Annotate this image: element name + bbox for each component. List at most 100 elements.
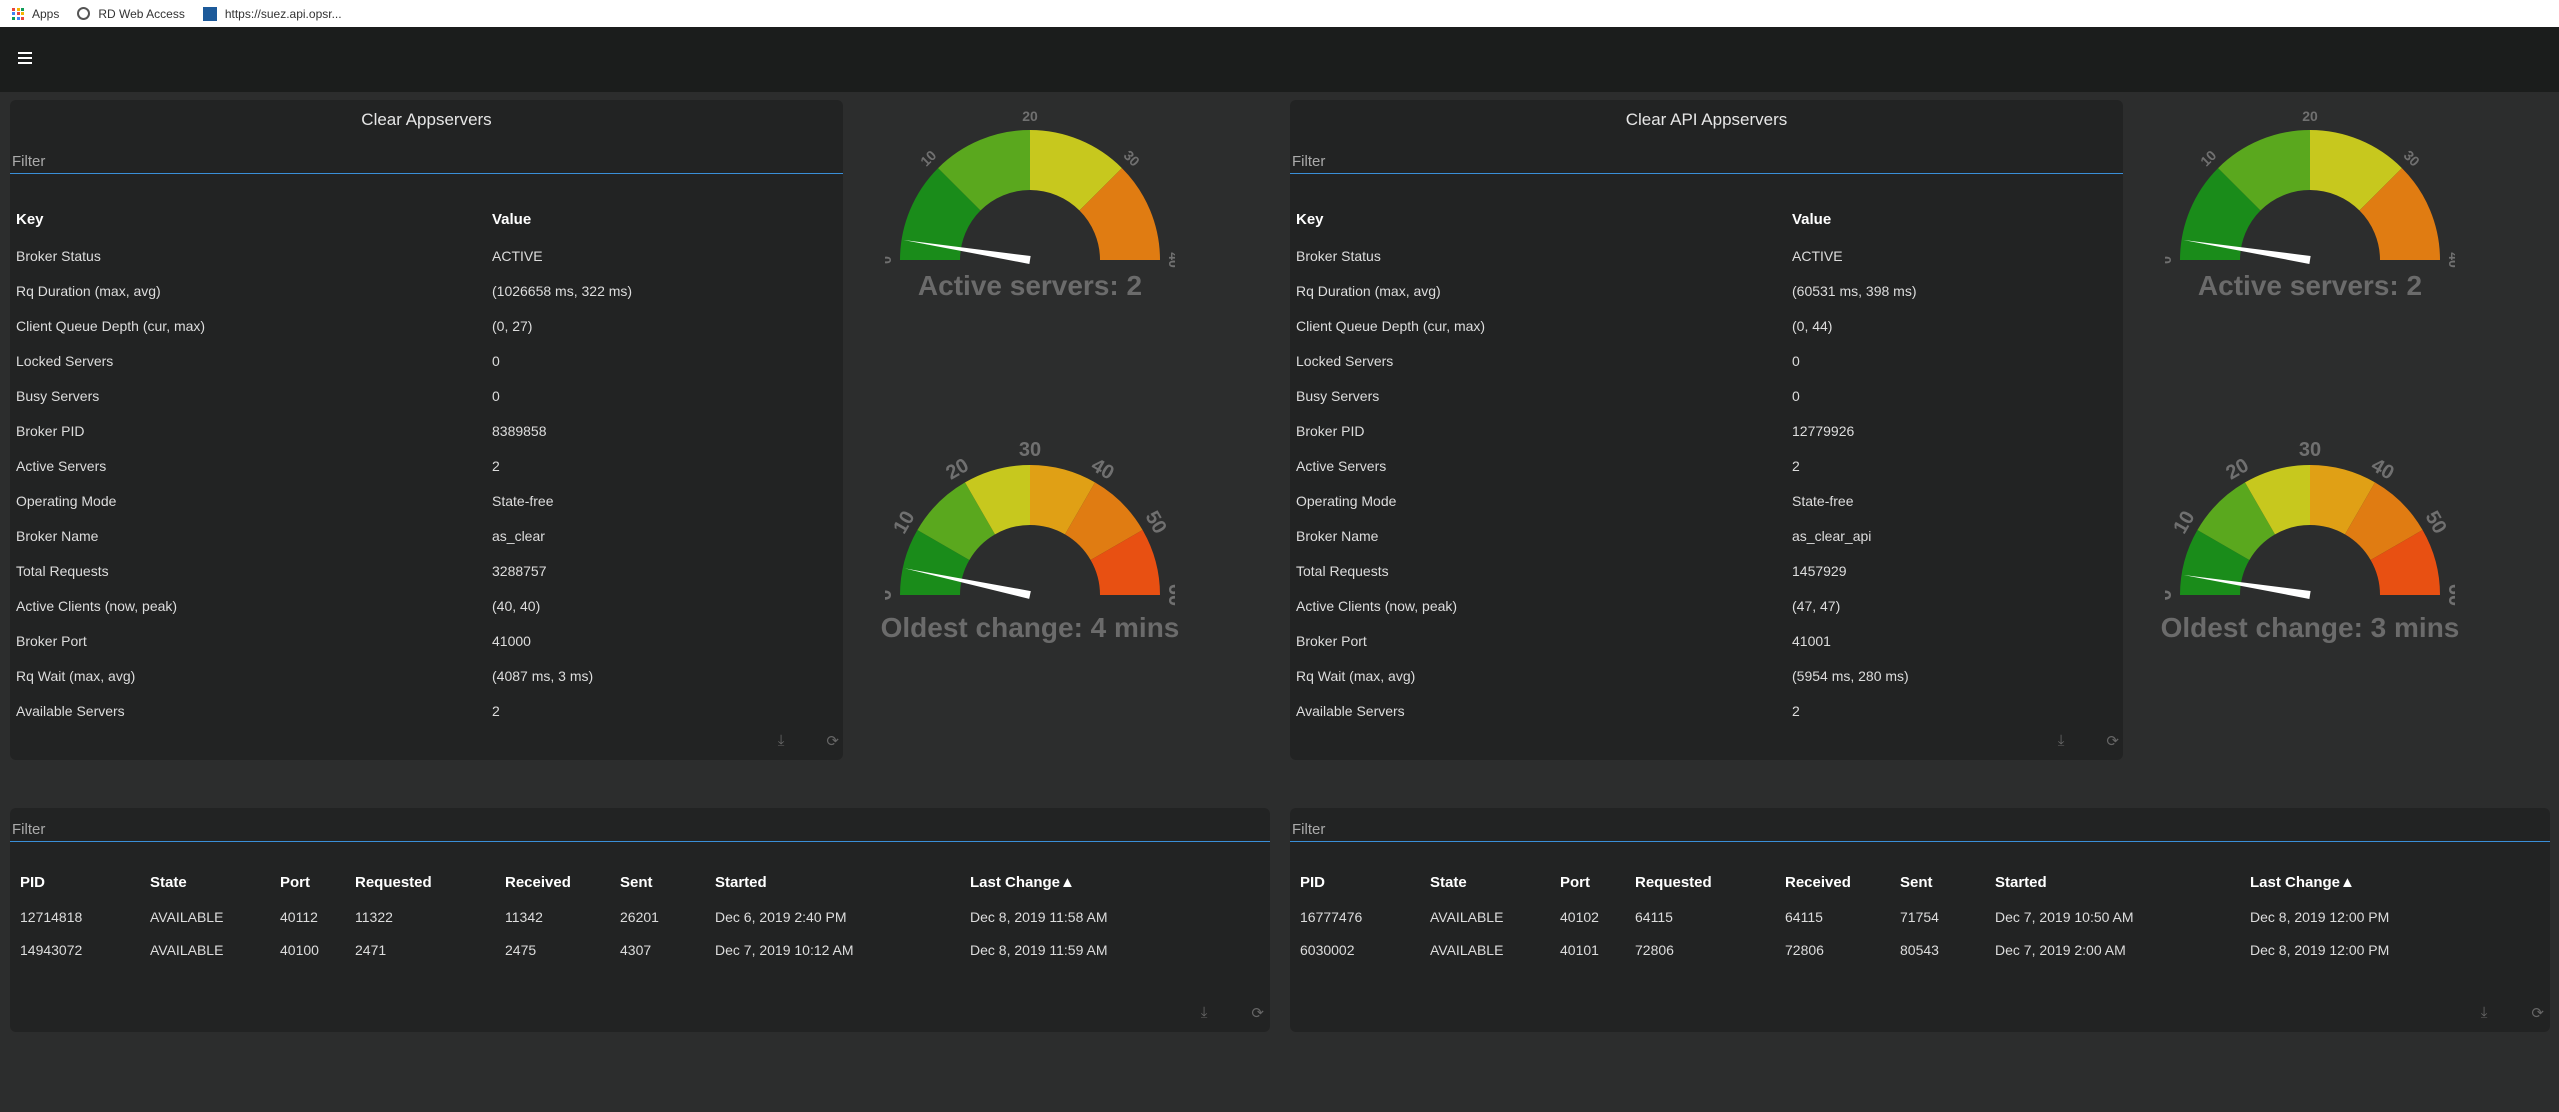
filter-input[interactable] <box>10 150 847 172</box>
table-cell: 2475 <box>505 941 537 958</box>
column-header[interactable]: Port <box>280 873 310 891</box>
gauge-tick-label: 40 <box>1166 252 1175 268</box>
download-icon[interactable]: ⤓ <box>2057 732 2065 749</box>
column-header[interactable]: Started <box>715 873 767 891</box>
column-header-key[interactable]: Key <box>1296 210 1324 228</box>
site-favicon-icon <box>202 6 217 21</box>
filter-input[interactable] <box>1290 818 2554 840</box>
column-header-value[interactable]: Value <box>1792 210 1832 228</box>
column-header[interactable]: Sent <box>620 873 653 891</box>
gauge-svg: 0 10 20 30 40 50 60 <box>874 439 1186 606</box>
table-row[interactable]: 6030002 AVAILABLE 40101 72806 72806 80543 Dec … <box>1300 933 2450 966</box>
table-cell: 12714818 <box>20 908 83 925</box>
table-cell: Dec 7, 2019 10:50 AM <box>1995 908 2134 925</box>
cell-key: Available Servers <box>16 702 125 719</box>
bookmark-rd-web-access[interactable]: RD Web Access <box>77 7 185 21</box>
cell-key: Rq Duration (max, avg) <box>1296 282 1441 299</box>
cell-value: 41000 <box>492 632 531 649</box>
cell-key: Broker Name <box>16 527 99 544</box>
gauge-tick-label: 20 <box>2302 108 2318 124</box>
refresh-icon[interactable]: ⟳ <box>2106 733 2119 750</box>
column-header[interactable]: State <box>1430 873 1467 891</box>
filter-input[interactable] <box>10 818 1274 840</box>
cell-key: Broker Port <box>1296 632 1367 649</box>
table-cell: 40102 <box>1560 908 1599 925</box>
bookmark-label: https://suez.api.opsr... <box>224 6 342 21</box>
gauge-tick-label: 50 <box>1140 507 1170 537</box>
filter-box <box>10 150 847 174</box>
gauge-segment <box>1065 482 1143 560</box>
column-header[interactable]: Started <box>1995 873 2047 891</box>
hamburger-menu-icon[interactable] <box>18 52 32 64</box>
download-icon[interactable]: ⤓ <box>777 732 785 749</box>
refresh-icon[interactable]: ⟳ <box>2531 1005 2544 1022</box>
cell-value: (47, 47) <box>1792 597 1841 614</box>
column-header-value[interactable]: Value <box>492 210 532 228</box>
cell-key: Total Requests <box>16 562 109 579</box>
column-header[interactable]: Port <box>1560 873 1590 891</box>
gauge-oldest-change-clear: 0 10 20 30 40 50 60 Oldest change: 4 mins <box>874 439 1186 650</box>
table-cell: 4307 <box>620 941 652 958</box>
gauge-segment <box>2245 465 2310 535</box>
refresh-icon[interactable]: ⟳ <box>826 733 839 750</box>
cell-key: Busy Servers <box>1296 387 1380 404</box>
table-row[interactable]: 16777476 AVAILABLE 40102 64115 64115 71754 Dec… <box>1300 900 2450 933</box>
column-header[interactable]: Received <box>1785 873 1851 891</box>
table-row[interactable]: 14943072 AVAILABLE 40100 2471 2475 4307 Dec 7,… <box>20 933 1170 966</box>
download-icon[interactable]: ⤓ <box>2480 1004 2488 1021</box>
gauge-needle <box>904 568 1031 599</box>
refresh-icon[interactable]: ⟳ <box>1251 1005 1264 1022</box>
column-header[interactable]: State <box>150 873 187 891</box>
gauge-segment <box>2218 130 2310 211</box>
download-icon[interactable]: ⤓ <box>1200 1004 1208 1021</box>
cell-key: Locked Servers <box>16 352 114 369</box>
cell-value: 0 <box>492 352 500 369</box>
column-header[interactable]: Last Change▲ <box>2250 873 2355 891</box>
cell-value: (0, 27) <box>492 317 533 334</box>
gauge-segment <box>1030 130 1122 211</box>
bookmark-apps[interactable]: Apps <box>12 7 59 21</box>
broker-panel-clear-api: Clear API Appservers Key Value Broker St… <box>1290 100 2127 760</box>
table-row: Busy Servers 0 <box>1295 378 2123 413</box>
column-header[interactable]: Received <box>505 873 571 891</box>
gauge-label: Active servers: 2 <box>2197 270 2423 301</box>
column-header[interactable]: Requested <box>1635 873 1712 891</box>
cell-value: State-free <box>492 492 554 509</box>
column-header-key[interactable]: Key <box>16 210 44 228</box>
gauge-oldest-change-clear-api: 0 10 20 30 40 50 60 Oldest change: 3 mins <box>2154 439 2466 650</box>
gauge-tick-label: 0 <box>2165 589 2176 600</box>
filter-box <box>10 818 1274 842</box>
gauge-segment <box>2310 465 2375 535</box>
gauge-tick-label: 10 <box>2169 507 2199 537</box>
gauge-tick-label: 60 <box>1164 584 1175 606</box>
panel-footer-actions: ⤓ ⟳ <box>2058 732 2119 750</box>
cell-key: Active Clients (now, peak) <box>16 597 178 614</box>
table-row: Rq Wait (max, avg) (4087 ms, 3 ms) <box>15 658 833 693</box>
table-row: Total Requests 3288757 <box>15 553 833 588</box>
cell-key: Busy Servers <box>16 387 100 404</box>
gauge-segment <box>2345 482 2423 560</box>
column-header[interactable]: Sent <box>1900 873 1933 891</box>
cell-key: Broker PID <box>1296 422 1365 439</box>
table-cell: 72806 <box>1635 941 1674 958</box>
column-header[interactable]: PID <box>20 873 46 891</box>
table-cell: Dec 6, 2019 2:40 PM <box>715 908 847 925</box>
cell-value: ACTIVE <box>492 247 543 264</box>
gauge-tick-label: 30 <box>2401 147 2423 169</box>
bookmark-suez-api[interactable]: https://suez.api.opsr... <box>202 6 342 21</box>
table-row: Total Requests 1457929 <box>1295 553 2123 588</box>
column-header[interactable]: PID <box>1300 873 1326 891</box>
gauge-segment <box>2180 168 2261 260</box>
table-cell: 11342 <box>505 908 543 925</box>
gauge-tick-label: 20 <box>942 454 972 484</box>
cell-key: Broker Status <box>16 247 101 264</box>
table-row[interactable]: 12714818 AVAILABLE 40112 11322 11342 26201 Dec… <box>20 900 1170 933</box>
column-header[interactable]: Last Change▲ <box>970 873 1075 891</box>
column-header[interactable]: Requested <box>355 873 432 891</box>
gauge-segment <box>2370 530 2440 595</box>
filter-input[interactable] <box>1290 150 2127 172</box>
gauge-tick-label: 50 <box>2420 507 2450 537</box>
gauge-segment <box>917 482 995 560</box>
gauge-tick-label: 30 <box>2299 440 2321 461</box>
cell-key: Broker Name <box>1296 527 1379 544</box>
